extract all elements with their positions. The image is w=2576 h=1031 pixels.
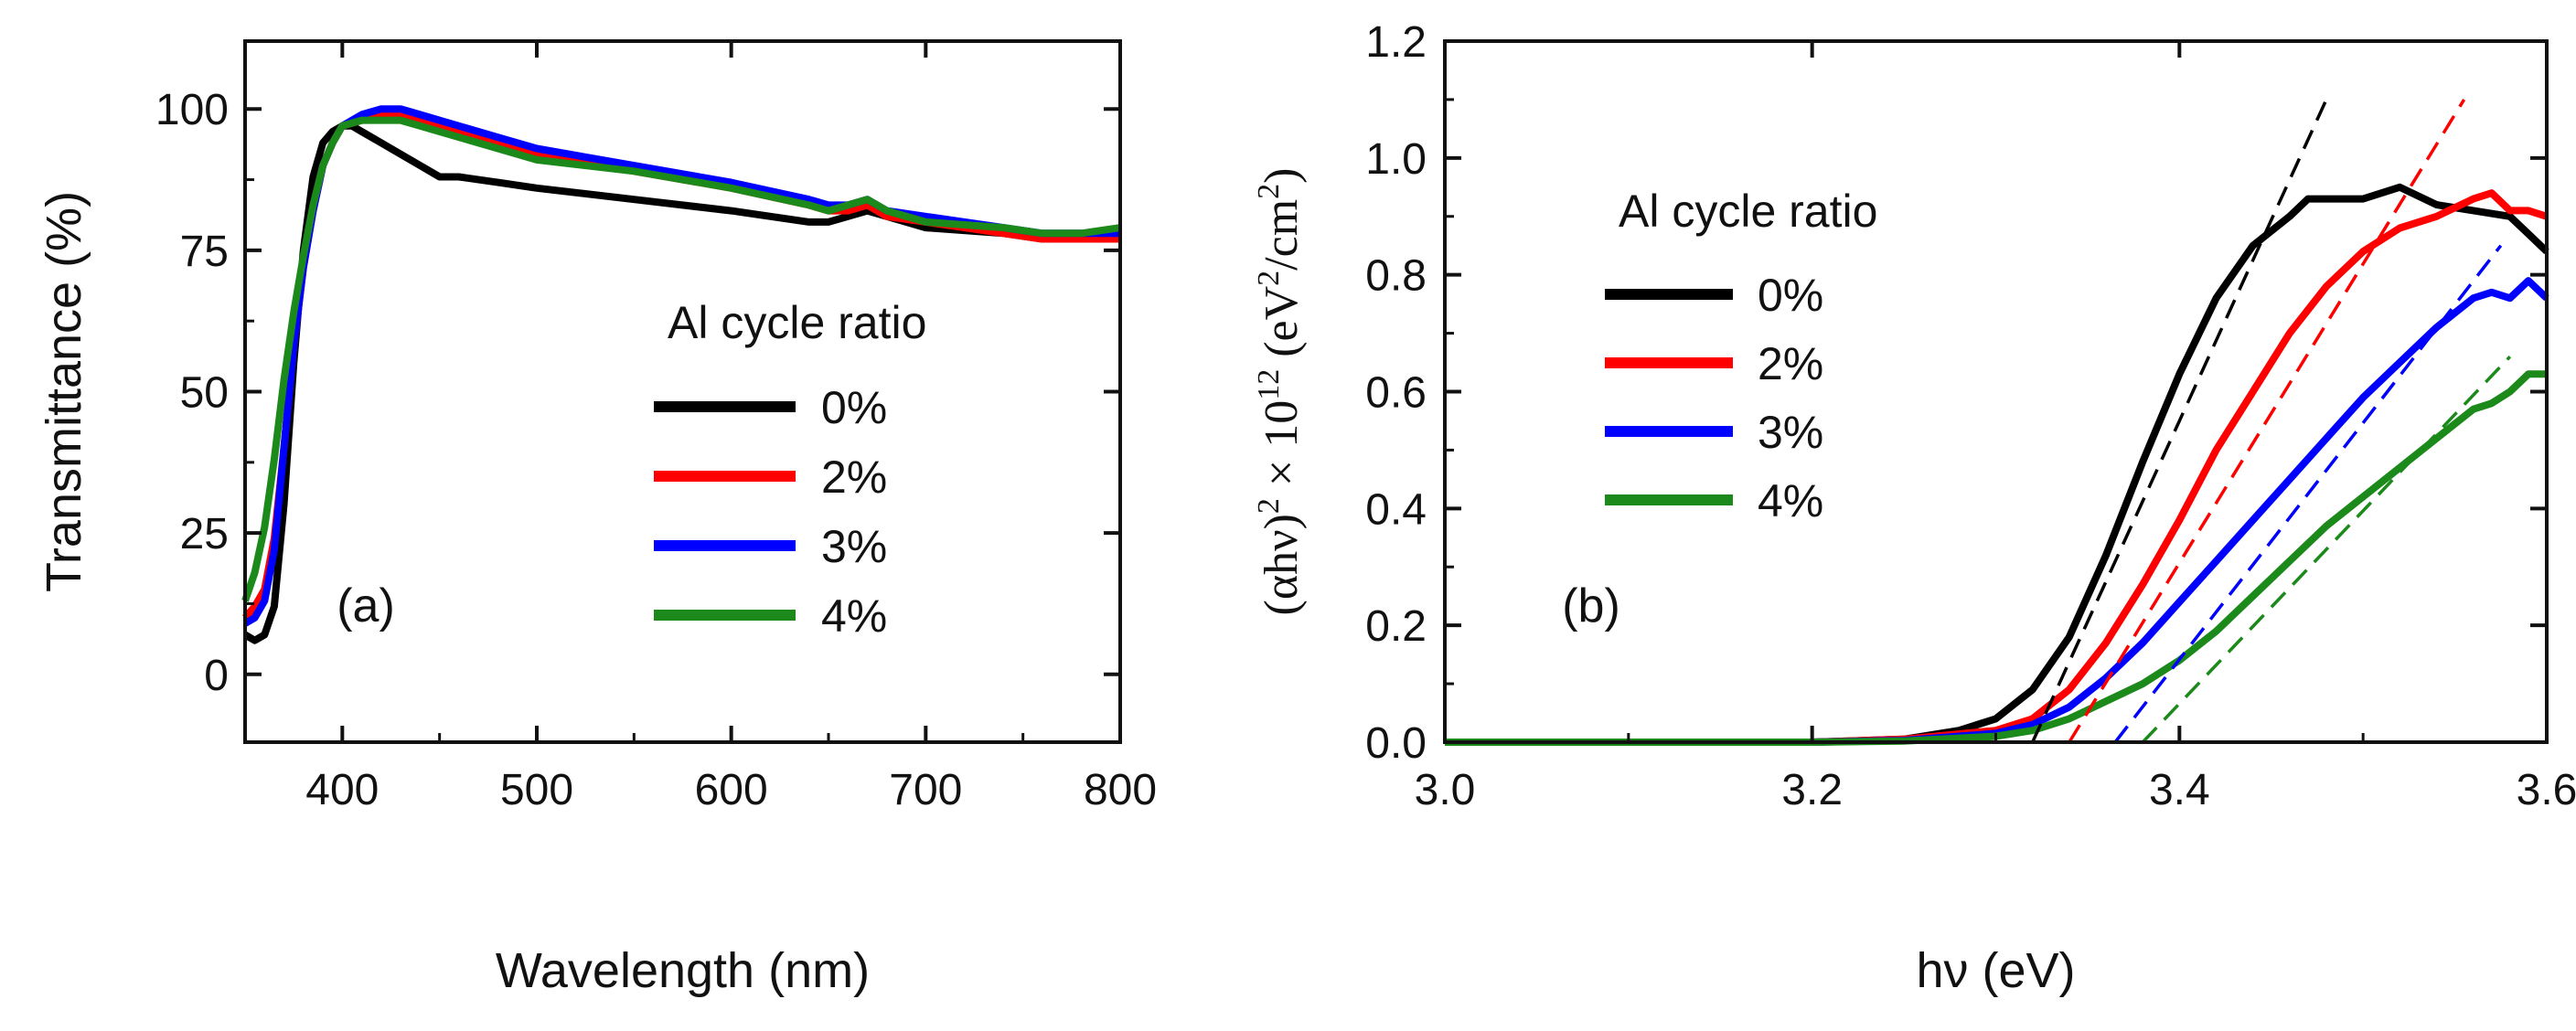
panel-label-b: (b) — [1562, 579, 1620, 632]
y-tick-label-a: 25 — [180, 510, 229, 558]
x-tick-label-b: 3.4 — [2149, 766, 2210, 814]
legend-label-b: 2% — [1758, 338, 1823, 389]
y-axis-title-b-part: (αhν) — [1256, 514, 1308, 615]
legend-title-b: Al cycle ratio — [1619, 186, 1877, 237]
x-tick-label-b: 3.2 — [1781, 766, 1843, 814]
y-axis-title-b-part: (eV — [1256, 286, 1308, 369]
plot-frame-b — [1443, 39, 2549, 744]
fit-line-b-2-fit — [2068, 99, 2466, 743]
series-line-b-2% — [1445, 189, 2549, 746]
legend-label-b: 4% — [1758, 475, 1823, 526]
y-tick-label-a: 50 — [180, 369, 229, 418]
legend-label-b: 3% — [1758, 407, 1823, 458]
x-tick-label-b: 3.6 — [2517, 766, 2576, 814]
fit-line-b-4-fit — [2141, 355, 2512, 744]
x-axis-title-a: Wavelength (nm) — [496, 943, 870, 998]
legend-title-a: Al cycle ratio — [668, 297, 926, 348]
legend-label-a: 0% — [821, 382, 887, 433]
x-tick-label-b: 3.0 — [1415, 766, 1476, 814]
y-tick-label-b: 1.0 — [1365, 135, 1427, 184]
y-axis-title-b: (αhν)2 × 1012 (eV2/cm2) — [1252, 168, 1308, 616]
y-tick-label-b: 0.6 — [1365, 369, 1427, 418]
series-line-b-4% — [1445, 370, 2547, 746]
fit-line-b-0-fit — [2031, 99, 2328, 743]
y-axis-title-b-part: /cm — [1256, 199, 1308, 271]
y-axis-title-b-part: 12 — [1252, 369, 1286, 400]
plot-frame-a — [243, 39, 1122, 744]
x-tick-label-a: 500 — [500, 766, 573, 814]
y-axis-title-b-part: 2 — [1252, 498, 1286, 514]
x-tick-label-a: 800 — [1084, 766, 1157, 814]
y-tick-label-b: 0.4 — [1365, 485, 1427, 534]
x-tick-label-a: 600 — [695, 766, 768, 814]
y-tick-label-a: 75 — [180, 228, 229, 276]
y-tick-label-a: 100 — [155, 86, 229, 134]
y-axis-title-b-part: 2 — [1252, 271, 1286, 286]
y-axis-title-b-part: × 10 — [1256, 400, 1308, 498]
x-tick-label-a: 700 — [889, 766, 962, 814]
y-tick-label-b: 1.2 — [1365, 18, 1427, 67]
y-axis-title-b-part: 2 — [1252, 184, 1286, 199]
y-axis-title-a: Transmittance (%) — [37, 191, 91, 592]
x-axis-title-b: hν (eV) — [1916, 943, 2075, 998]
y-tick-label-b: 0.2 — [1365, 602, 1427, 651]
legend-label-a: 3% — [821, 521, 887, 572]
panel-label-a: (a) — [337, 579, 395, 632]
y-tick-label-a: 0 — [204, 652, 229, 700]
chart-b: 3.0 3.2 3.4 3.6 0.0 0.2 0.4 0.6 0.8 1.0 1.2 hν (eV)… — [1252, 18, 2576, 998]
series-line-b-3% — [1445, 277, 2549, 746]
series-line-b-0% — [1445, 183, 2549, 746]
chart-a: 400 500 600 700 800 0 25 50 75 100 Wavelength (nm)… — [37, 39, 1157, 998]
series-line-a-0% — [242, 122, 1120, 644]
legend-label-a: 4% — [821, 590, 887, 642]
legend-label-b: 0% — [1758, 270, 1823, 321]
y-axis-title-b-part: ) — [1256, 168, 1308, 184]
y-tick-label-b: 0.8 — [1365, 252, 1427, 301]
legend-label-a: 2% — [821, 452, 887, 503]
fit-line-b-3-fit — [2113, 244, 2503, 744]
series-line-a-4% — [241, 116, 1121, 602]
y-tick-label-b: 0.0 — [1365, 719, 1427, 768]
x-tick-label-a: 400 — [305, 766, 379, 814]
